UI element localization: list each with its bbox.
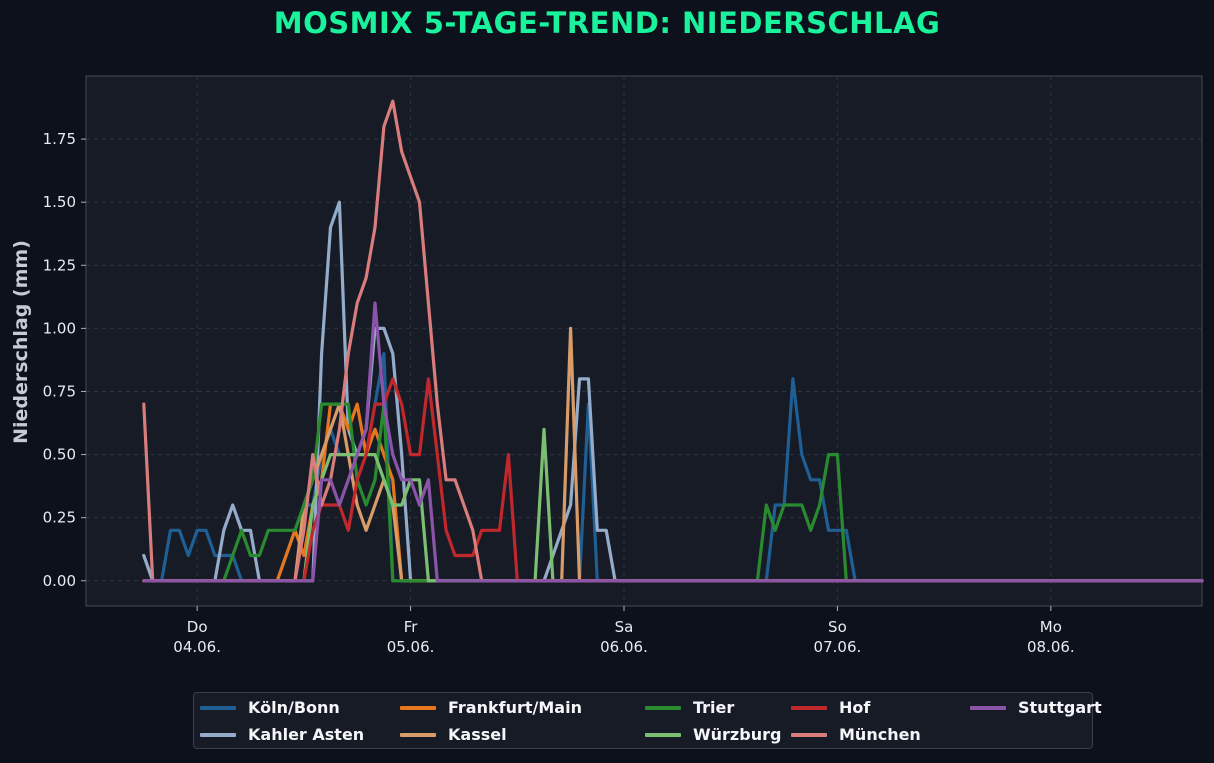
y-tick-label: 1.25 — [43, 256, 76, 274]
legend: Köln/Bonn Kahler Asten Frankfurt/Main Kasse… — [193, 692, 1102, 749]
legend-item: Kassel — [400, 725, 507, 744]
legend-label: Trier — [693, 698, 735, 717]
x-tick-label-day: Fr — [404, 618, 419, 636]
legend-swatch — [200, 705, 236, 710]
legend-item: München — [791, 725, 921, 744]
y-tick-label: 1.00 — [43, 319, 76, 337]
x-tick-label-date: 08.06. — [1027, 638, 1075, 656]
x-tick-label-date: 05.06. — [387, 638, 435, 656]
legend-swatch — [645, 732, 681, 737]
legend-swatch — [645, 705, 681, 710]
legend-label: Stuttgart — [1018, 698, 1102, 717]
legend-label: Kassel — [448, 725, 507, 744]
legend-label: Hof — [839, 698, 871, 717]
legend-label: Kahler Asten — [248, 725, 365, 744]
x-tick-label-day: Mo — [1040, 618, 1062, 636]
legend-item: Kahler Asten — [200, 725, 364, 744]
series-line — [142, 99, 1204, 583]
y-tick-label: 1.75 — [43, 130, 76, 148]
x-tick-label-date: 04.06. — [173, 638, 221, 656]
y-tick-label: 0.00 — [43, 572, 76, 590]
series-line — [142, 301, 1204, 583]
y-axis-ticks: 0.00 0.25 0.50 0.75 1.00 1.25 1.50 1.75 — [43, 130, 86, 590]
y-tick-label: 0.50 — [43, 446, 76, 464]
y-tick-label: 0.25 — [43, 509, 76, 527]
legend-label: Würzburg — [693, 725, 782, 744]
legend-item: Köln/Bonn — [200, 698, 340, 717]
x-tick-label-date: 06.06. — [600, 638, 648, 656]
series-lines — [142, 99, 1204, 583]
legend-item: Trier — [645, 698, 734, 717]
legend-swatch — [791, 732, 827, 737]
legend-label: Köln/Bonn — [248, 698, 340, 717]
y-tick-label: 0.75 — [43, 382, 76, 400]
legend-label: München — [839, 725, 921, 744]
x-tick-label-day: Sa — [615, 618, 634, 636]
legend-item: Frankfurt/Main — [400, 698, 582, 717]
x-tick-label-day: So — [828, 618, 847, 636]
legend-item: Würzburg — [645, 725, 781, 744]
legend-label: Frankfurt/Main — [448, 698, 582, 717]
x-axis-ticks: Do 04.06. Fr 05.06. Sa 06.06. So 07.06. Mo 08.06. — [173, 606, 1075, 656]
legend-swatch — [791, 705, 827, 710]
y-axis-label: Niederschlag (mm) — [10, 240, 32, 444]
legend-item: Stuttgart — [970, 698, 1102, 717]
plot-background — [85, 75, 1203, 607]
legend-swatch — [200, 732, 236, 737]
y-tick-label: 1.50 — [43, 193, 76, 211]
chart-title: MOSMIX 5-TAGE-TREND: NIEDERSCHLAG — [273, 6, 941, 40]
x-tick-label-day: Do — [187, 618, 208, 636]
x-tick-label-date: 07.06. — [814, 638, 862, 656]
legend-item: Hof — [791, 698, 870, 717]
legend-swatch — [400, 732, 436, 737]
legend-swatch — [400, 705, 436, 710]
series-line — [142, 377, 1204, 583]
legend-swatch — [970, 705, 1006, 710]
